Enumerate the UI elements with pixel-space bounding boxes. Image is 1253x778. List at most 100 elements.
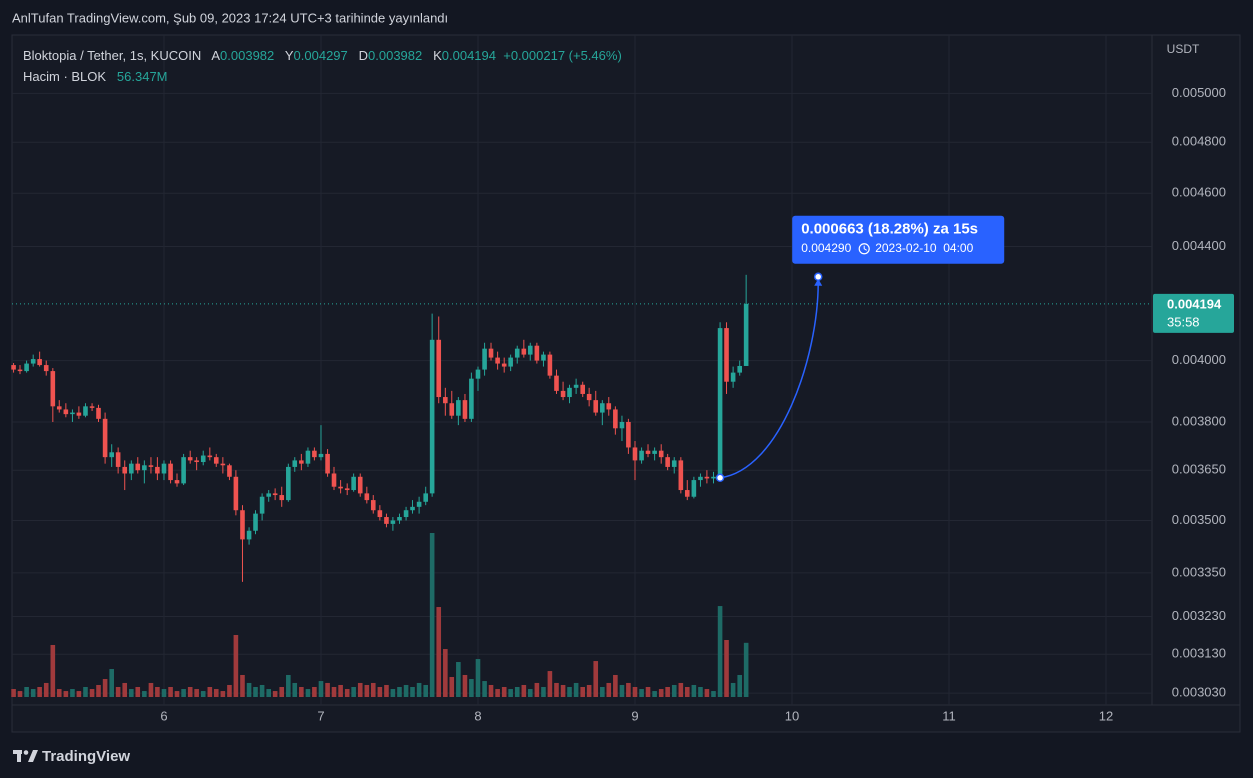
clock-hands (863, 245, 867, 251)
volume-bar (469, 679, 474, 697)
volume-bar (259, 684, 265, 697)
candle-body (390, 520, 396, 524)
y-tick-label: 0.003800 (1172, 413, 1226, 428)
candle-body (187, 457, 193, 461)
high-value: 0.004297 (293, 48, 348, 63)
volume-bar (233, 634, 239, 697)
candle-body (115, 452, 121, 467)
volume-bar (24, 687, 29, 697)
candle-body (711, 476, 716, 479)
last-price-label: 0.004194 (1167, 296, 1222, 311)
volume-bar (30, 689, 36, 697)
volume-bar (737, 674, 743, 697)
volume-bar (456, 662, 461, 697)
volume-bar (665, 687, 670, 697)
candle-body (325, 453, 330, 474)
measure-label: 0.000663 (18.28%) za 15s (801, 221, 978, 238)
volume-bar (286, 674, 291, 697)
candle-body (259, 496, 265, 514)
volume-bar (161, 689, 167, 697)
candle-body (671, 460, 677, 467)
y-tick-label: 0.003130 (1172, 646, 1226, 661)
volume-bar (390, 689, 396, 697)
volume-bar (449, 677, 455, 697)
candle-body (63, 409, 69, 415)
candle-body (626, 421, 631, 448)
candle-body (299, 460, 304, 464)
volume-bar (115, 687, 121, 697)
volume-bar (534, 682, 540, 697)
candle-body (266, 493, 272, 497)
candle-body (501, 363, 507, 367)
volume-bar (102, 679, 108, 697)
candle-body (331, 473, 337, 487)
y-tick-label: 0.004600 (1172, 185, 1226, 200)
x-tick-label: 10 (785, 708, 799, 723)
candle-body (658, 450, 664, 458)
candle-body (220, 463, 226, 466)
close-value: 0.004194 (441, 48, 496, 63)
candle-body (213, 457, 219, 464)
tv-logo-icon (13, 750, 38, 762)
x-tick-label: 11 (942, 708, 956, 723)
volume-bar (168, 687, 173, 697)
volume-bar (11, 689, 16, 697)
header: AnlTufan TradingView.com, Şub 09, 2023 1… (12, 10, 448, 25)
volume-row: Hacim · BLOK 56.347M (23, 66, 622, 87)
candle-body (652, 450, 657, 454)
candle-body (338, 486, 343, 489)
volume-bar (698, 687, 703, 697)
volume-label: Hacim · BLOK (23, 69, 107, 84)
candle-body (534, 345, 540, 361)
volume-bar (155, 687, 160, 697)
candle-body (344, 488, 350, 491)
volume-bar (220, 691, 226, 697)
x-tick-label: 6 (160, 708, 167, 723)
y-tick-label: 0.003030 (1172, 685, 1226, 700)
volume-bar (730, 682, 736, 697)
candle-body (600, 403, 605, 413)
candle-body (665, 457, 670, 467)
volume-bar (200, 691, 206, 697)
volume-bar (135, 687, 141, 697)
candle-body (462, 400, 468, 419)
volume-bar (711, 691, 716, 697)
last-price-box (1153, 293, 1234, 333)
open-label: A (211, 48, 221, 63)
volume-bar (462, 674, 468, 697)
candle-body (698, 476, 703, 481)
candle-body (240, 510, 245, 540)
volume-bar (429, 533, 435, 697)
candle-body (148, 465, 154, 467)
volume-bar (207, 687, 213, 697)
volume-value: 56.347M (116, 69, 168, 84)
candle-body (279, 495, 285, 501)
volume-bar (76, 691, 82, 697)
candle-body (161, 463, 167, 474)
volume-bar (600, 687, 605, 697)
candle-body (508, 357, 513, 367)
candle-body (527, 345, 533, 355)
candle-body (724, 328, 729, 382)
volume-bar (724, 639, 729, 697)
candle-body (449, 403, 455, 416)
y-tick-label: 0.003500 (1172, 512, 1226, 527)
candle-body (96, 407, 101, 419)
change: +0.000217 (+5.46%) (503, 48, 622, 63)
candle-body (580, 384, 586, 394)
y-tick-label: 0.005000 (1172, 85, 1226, 100)
candle-body (514, 348, 520, 358)
candle-body (246, 530, 252, 540)
volume-bar (181, 689, 186, 697)
clock-icon (858, 243, 870, 255)
volume-bar (521, 684, 527, 697)
volume-bar (351, 687, 356, 697)
candle-body (488, 348, 494, 358)
candle-body (142, 465, 147, 471)
candle-body (456, 400, 461, 416)
candle-body (554, 375, 559, 391)
volume-bar (495, 689, 500, 697)
candle-body (168, 463, 173, 481)
candle-body (174, 480, 180, 484)
